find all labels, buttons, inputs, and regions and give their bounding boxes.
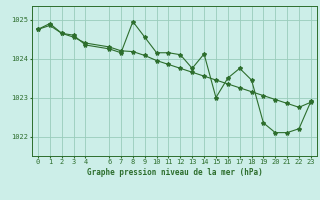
X-axis label: Graphe pression niveau de la mer (hPa): Graphe pression niveau de la mer (hPa): [86, 168, 262, 177]
